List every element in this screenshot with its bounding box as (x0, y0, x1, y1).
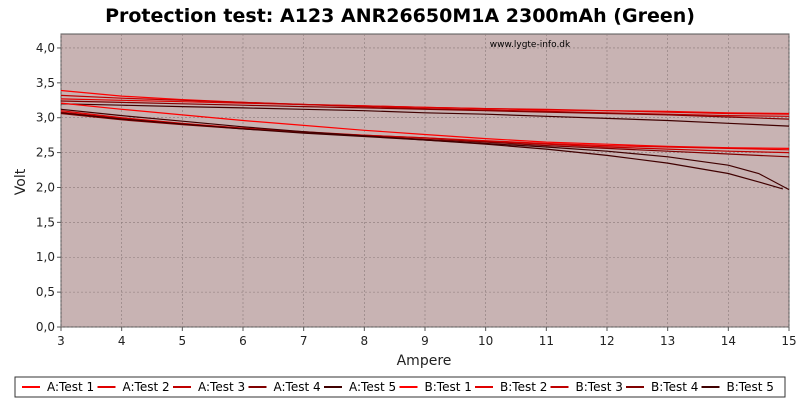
legend-label-a-test-3: A:Test 3 (198, 380, 245, 394)
y-tick-label: 1,0 (36, 250, 55, 264)
x-tick-label: 15 (781, 334, 796, 348)
y-tick-label: 0,0 (36, 320, 55, 334)
y-tick-label: 0,5 (36, 285, 55, 299)
y-tick-label: 3,5 (36, 76, 55, 90)
watermark: www.lygte-info.dk (490, 40, 571, 50)
y-tick-label: 2,0 (36, 180, 55, 194)
x-tick-label: 11 (539, 334, 554, 348)
y-tick-label: 4,0 (36, 41, 55, 55)
x-tick-label: 7 (300, 334, 308, 348)
y-axis-label: Volt (13, 168, 29, 195)
series-line-a-test-4 (60, 100, 790, 120)
x-tick-label: 12 (599, 334, 614, 348)
legend-label-b-test-1: B:Test 1 (425, 380, 472, 394)
x-tick-label: 10 (478, 334, 493, 348)
chart-title: Protection test: A123 ANR26650M1A 2300mA… (105, 5, 695, 27)
series-line-b-test-4 (60, 112, 790, 158)
x-tick-label: 13 (660, 334, 675, 348)
legend-label-a-test-4: A:Test 4 (274, 380, 321, 394)
legend-label-a-test-5: A:Test 5 (349, 380, 396, 394)
legend-label-b-test-2: B:Test 2 (500, 380, 547, 394)
y-tick-label: 3,0 (36, 111, 55, 125)
x-tick-label: 9 (421, 334, 429, 348)
legend-label-a-test-1: A:Test 1 (47, 380, 94, 394)
series-line-a-test-3 (60, 94, 790, 117)
legend: A:Test 1 A:Test 2 A:Test 3 A:Test 4 A:Test 5… (22, 380, 774, 394)
series-line-a-test-5 (60, 103, 790, 127)
legend-label-b-test-4: B:Test 4 (651, 380, 698, 394)
y-axis-ticks: 0,0 0,5 1,0 1,5 2,0 2,5 3,0 3,5 4,0 (36, 41, 61, 334)
legend-label-b-test-5: B:Test 5 (727, 380, 774, 394)
y-tick-label: 1,5 (36, 215, 55, 229)
x-tick-label: 8 (361, 334, 369, 348)
x-tick-label: 6 (239, 334, 247, 348)
series-lines (60, 89, 790, 191)
series-line-a-test-2 (60, 98, 790, 115)
x-tick-label: 4 (118, 334, 126, 348)
legend-label-a-test-2: A:Test 2 (123, 380, 170, 394)
x-tick-label: 3 (57, 334, 65, 348)
x-tick-label: 5 (179, 334, 187, 348)
y-tick-label: 2,5 (36, 146, 55, 160)
series-line-b-test-1 (60, 102, 790, 149)
legend-label-b-test-3: B:Test 3 (576, 380, 623, 394)
x-tick-label: 14 (721, 334, 736, 348)
x-axis-ticks: 3 4 5 6 7 8 9 10 11 12 13 14 15 (57, 327, 797, 348)
x-axis-label: Ampere (397, 353, 452, 369)
series-line-extra (60, 112, 784, 190)
